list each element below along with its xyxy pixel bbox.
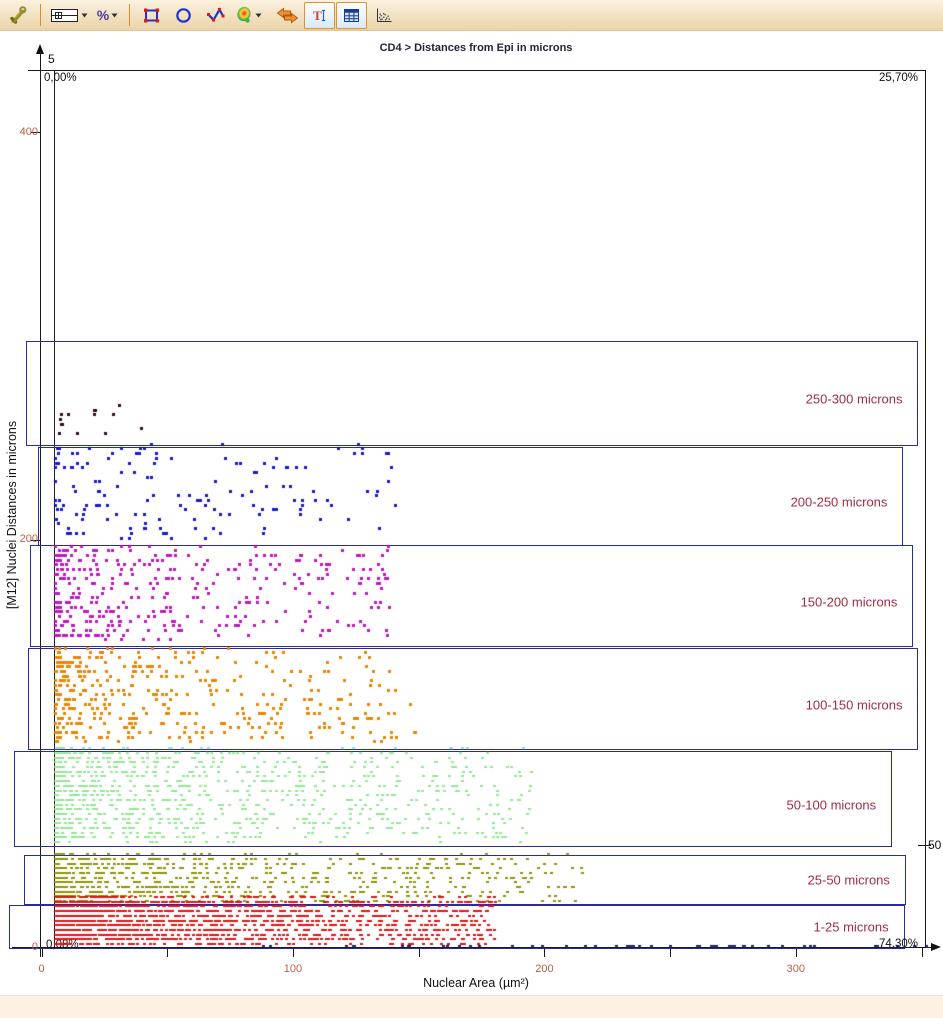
x-axis-tick [167, 948, 169, 957]
x-axis-tick [670, 948, 672, 957]
gate-100-150-microns[interactable] [27, 647, 919, 751]
y-axis-title-text: [M12] Nuclei Distances in microns [5, 420, 19, 610]
x-axis-tick [544, 948, 546, 957]
gate-1-25-microns[interactable] [8, 905, 905, 949]
chart-title: CD4 > Distances from Epi in microns [379, 42, 573, 54]
bottom-panel [0, 995, 943, 1018]
x-axis-tick [41, 948, 43, 957]
quadrant-x-cut-value: 5 [48, 52, 55, 66]
quadrant-upper-left-percentage: 0,00% [44, 72, 77, 84]
quadrant-y-cut-value: 50 [928, 838, 942, 852]
x-axis-tick [292, 948, 294, 957]
x-axis-tick [921, 948, 923, 957]
gate-250-300-microns[interactable] [26, 340, 919, 446]
quadrant-lower-right-percentage: 74,30% [878, 938, 918, 950]
gate-50-100-microns[interactable] [13, 751, 892, 848]
quadrant-lower-left-percentage: 0,08% [46, 939, 79, 951]
x-axis-tick [795, 948, 797, 957]
gate-25-50-microns[interactable] [23, 855, 906, 906]
x-axis-tick [418, 948, 420, 957]
x-axis-title: Nuclear Area (µm²) [423, 976, 529, 990]
quadrant-upper-right-percentage: 25,70% [878, 72, 918, 84]
gate-150-200-microns[interactable] [30, 544, 914, 648]
gate-200-250-microns[interactable] [37, 446, 904, 546]
y-axis-tick [31, 132, 40, 133]
